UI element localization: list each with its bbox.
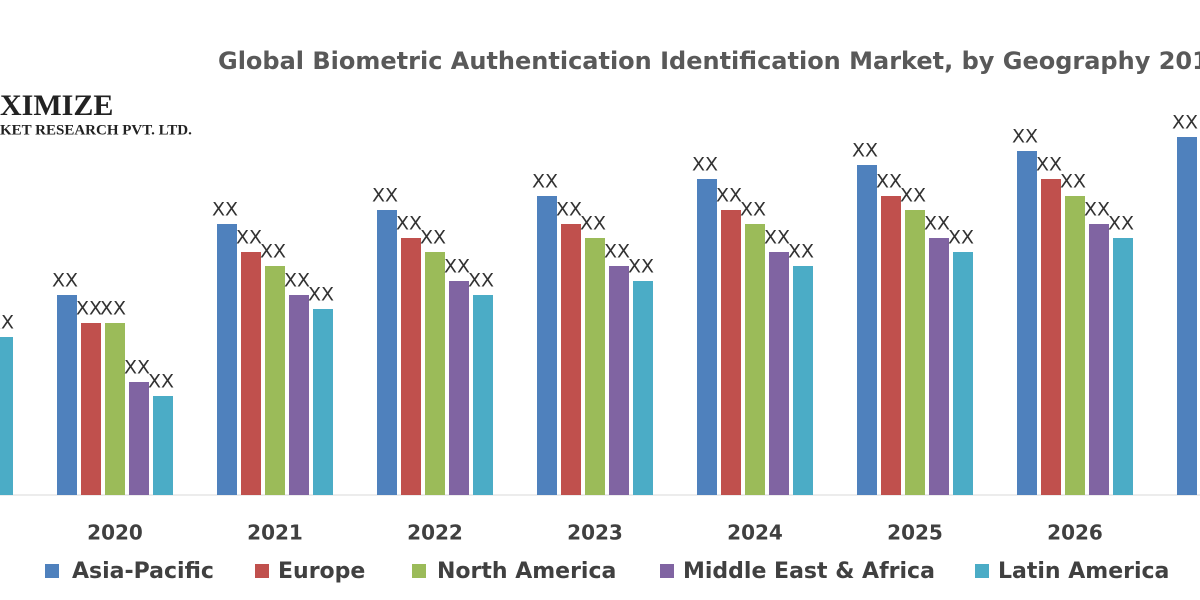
bar	[929, 238, 949, 495]
legend-swatch	[660, 564, 674, 578]
value-label: XX	[740, 199, 766, 221]
legend-swatch	[45, 564, 59, 578]
value-label: XX	[1108, 213, 1134, 235]
x-tick-label: 2022	[407, 521, 463, 545]
bar	[561, 224, 581, 495]
x-tick-label: 2026	[1047, 521, 1103, 545]
bar	[401, 238, 421, 495]
value-label: XX	[212, 199, 238, 221]
bar	[81, 323, 101, 495]
bar	[1017, 151, 1037, 495]
value-label: XX	[716, 185, 742, 207]
value-label: XX	[556, 199, 582, 221]
value-label: XX	[396, 213, 422, 235]
value-label: XX	[236, 227, 262, 249]
value-label: XX	[1084, 199, 1110, 221]
bar	[241, 252, 261, 495]
bar	[905, 210, 925, 495]
bar	[57, 295, 77, 495]
value-label: XX	[788, 241, 814, 263]
bar	[425, 252, 445, 495]
value-label: XX	[1036, 154, 1062, 176]
value-label: XX	[924, 213, 950, 235]
bar	[1041, 179, 1061, 495]
value-label: XX	[580, 213, 606, 235]
value-label: XX	[948, 227, 974, 249]
bar	[313, 309, 333, 495]
value-label: XX	[76, 298, 102, 320]
bar	[633, 281, 653, 495]
value-label: XX	[764, 227, 790, 249]
bar	[769, 252, 789, 495]
bar	[585, 238, 605, 495]
legend-label: North America	[437, 559, 616, 584]
x-tick-label: 2025	[887, 521, 943, 545]
bar	[1065, 196, 1085, 495]
bar	[609, 266, 629, 495]
bar	[697, 179, 717, 495]
bar	[721, 210, 741, 495]
value-label: XX	[148, 371, 174, 393]
value-label: XX	[1060, 171, 1086, 193]
bar	[153, 396, 173, 495]
legend-swatch	[412, 564, 426, 578]
value-label: XX	[468, 270, 494, 292]
legend-swatch	[255, 564, 269, 578]
bar	[1177, 137, 1197, 495]
legend-label: Middle East & Africa	[683, 559, 935, 584]
bar	[129, 382, 149, 495]
value-label: XX	[420, 227, 446, 249]
value-label: XX	[284, 270, 310, 292]
x-tick-label: 2021	[247, 521, 303, 545]
legend-label: Europe	[278, 559, 365, 584]
value-label: XX	[532, 171, 558, 193]
value-label: XX	[876, 171, 902, 193]
legend-label: Asia-Pacific	[72, 559, 214, 584]
bar	[449, 281, 469, 495]
bar	[377, 210, 397, 495]
value-label: XX	[900, 185, 926, 207]
x-tick-label: 2023	[567, 521, 623, 545]
bar	[1113, 238, 1133, 495]
x-tick-label: 2024	[727, 521, 783, 545]
bar	[881, 196, 901, 495]
bar	[793, 266, 813, 495]
value-label: XX	[0, 312, 14, 334]
value-label: XX	[852, 140, 878, 162]
bar	[537, 196, 557, 495]
legend-swatch	[975, 564, 989, 578]
value-label: XX	[628, 256, 654, 278]
value-label: XX	[1172, 112, 1198, 134]
bar	[289, 295, 309, 495]
value-label: XX	[372, 185, 398, 207]
x-tick-label: 2020	[87, 521, 143, 545]
value-label: XX	[124, 357, 150, 379]
value-label: XX	[308, 284, 334, 306]
value-label: XX	[100, 298, 126, 320]
chart-title: Global Biometric Authentication Identifi…	[218, 47, 1200, 75]
legend-label: Latin America	[998, 559, 1169, 584]
bar	[265, 266, 285, 495]
bar	[953, 252, 973, 495]
bar	[473, 295, 493, 495]
bar	[105, 323, 125, 495]
logo-name: XIMIZE	[0, 89, 113, 122]
value-label: XX	[444, 256, 470, 278]
bar	[0, 337, 13, 495]
value-label: XX	[260, 241, 286, 263]
value-label: XX	[1012, 126, 1038, 148]
logo-subtitle: KET RESEARCH PVT. LTD.	[0, 122, 192, 138]
bar	[1089, 224, 1109, 495]
bar	[217, 224, 237, 495]
bar	[857, 165, 877, 495]
value-label: XX	[604, 241, 630, 263]
value-label: XX	[52, 270, 78, 292]
value-label: XX	[692, 154, 718, 176]
bar	[745, 224, 765, 495]
